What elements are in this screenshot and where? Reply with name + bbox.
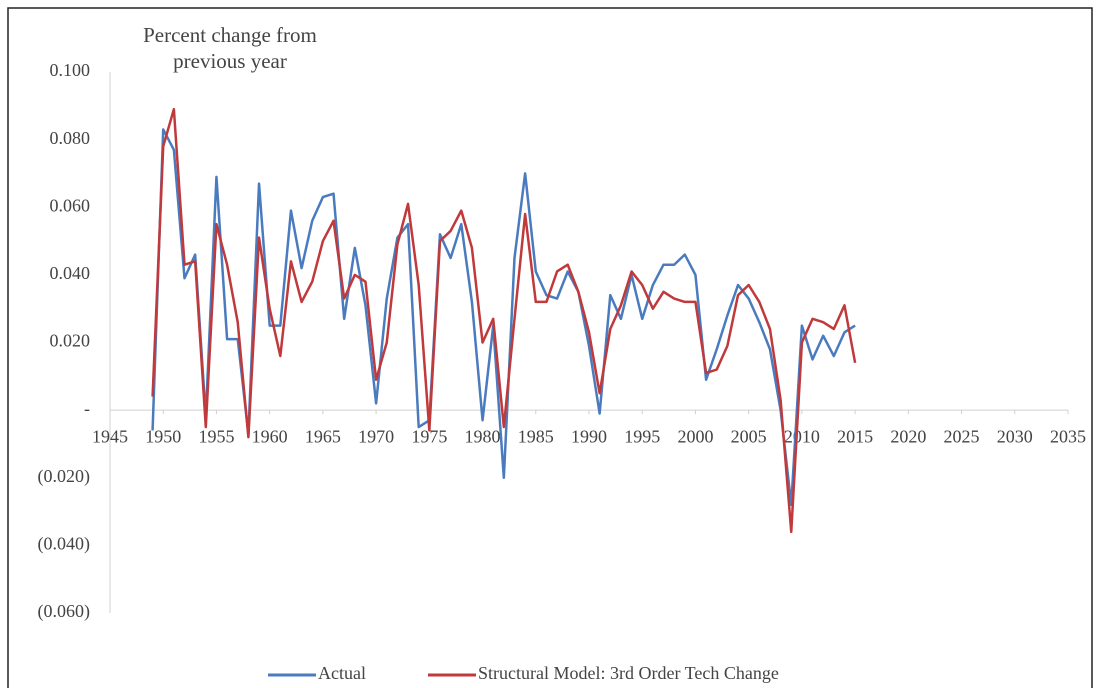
series-line [151,107,857,534]
x-tick-label: 1975 [411,426,447,446]
y-tick-label: 0.080 [50,128,91,148]
x-tick-label: 2030 [997,426,1033,446]
x-tick-label: 2000 [677,426,713,446]
x-tick-label: 1955 [198,426,234,446]
x-tick-label: 1965 [305,426,341,446]
x-tick-label: 1980 [465,426,501,446]
y-tick-label: 0.100 [50,60,91,80]
y-axis-label: Percent change from previous year [143,23,317,73]
x-tick-label: 2005 [731,426,767,446]
x-tick-label: 1950 [145,426,181,446]
y-tick-label: - [84,398,90,418]
legend-label: Actual [318,663,366,683]
x-tick-label: 1945 [92,426,128,446]
frame [7,7,1093,688]
x-tick-label: 1990 [571,426,607,446]
y-tick-label: (0.020) [38,466,91,487]
x-tick-label: 1985 [518,426,554,446]
x-tick-label: 2015 [837,426,873,446]
legend-label: Structural Model: 3rd Order Tech Change [478,663,779,683]
x-tick-label: 2020 [890,426,926,446]
x-tick-label: 1970 [358,426,394,446]
y-tick-label: 0.040 [50,263,91,283]
y-tick-label: 0.060 [50,195,91,215]
x-tick-label: 1995 [624,426,660,446]
x-tick-label: 2025 [944,426,980,446]
x-tick-label: 1960 [252,426,288,446]
series-line [151,128,856,507]
x-tick-label: 2010 [784,426,820,446]
x-tick-label: 2035 [1050,426,1086,446]
y-tick-label: 0.020 [50,331,91,351]
y-tick-label: (0.040) [38,534,91,555]
y-tick-label: (0.060) [38,601,91,622]
